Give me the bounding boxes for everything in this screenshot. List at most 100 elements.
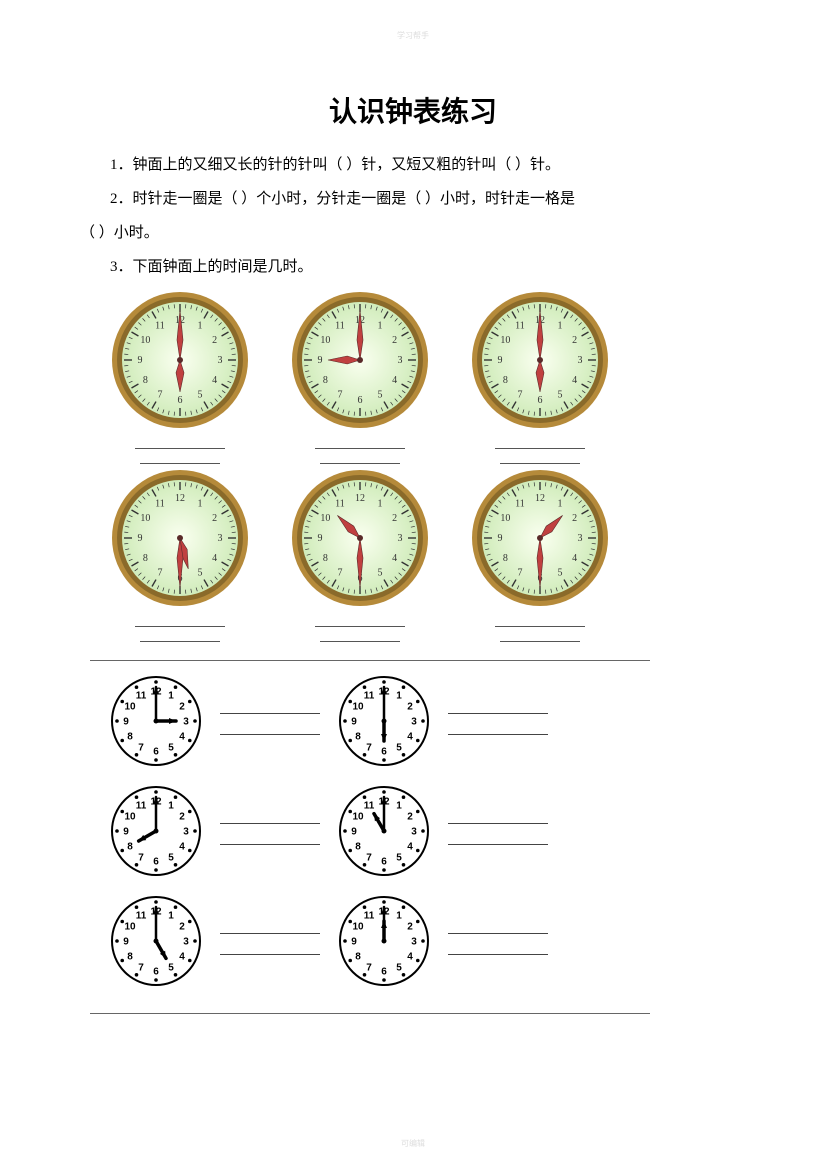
svg-text:6: 6 <box>381 967 387 978</box>
color-clock-row-2: 1212345678910111212345678910111212345678… <box>110 468 746 642</box>
clock-face-icon: 121234567891011 <box>110 675 202 767</box>
svg-text:10: 10 <box>124 812 136 823</box>
svg-text:1: 1 <box>168 691 174 702</box>
answer-blank <box>220 927 320 934</box>
answer-blank <box>448 948 548 955</box>
clock-cell: 121234567891011 <box>470 290 610 464</box>
svg-text:6: 6 <box>538 395 543 406</box>
clock-cell: 121234567891011 <box>290 468 430 642</box>
svg-text:9: 9 <box>498 533 503 544</box>
question-2-line1: 2．时针走一圈是（ ）个小时，分针走一圈是（ ）小时，时针走一格是 <box>80 184 746 214</box>
answer-blank <box>495 616 585 627</box>
svg-text:4: 4 <box>407 842 413 853</box>
answer-blank <box>315 438 405 449</box>
svg-text:3: 3 <box>398 355 403 366</box>
svg-text:11: 11 <box>136 911 147 922</box>
answer-blank <box>140 633 220 642</box>
answer-blank <box>220 948 320 955</box>
svg-text:9: 9 <box>498 355 503 366</box>
svg-text:3: 3 <box>578 533 583 544</box>
svg-text:2: 2 <box>572 513 577 524</box>
svg-text:12: 12 <box>175 493 185 504</box>
svg-text:7: 7 <box>366 852 372 863</box>
svg-text:12: 12 <box>535 493 545 504</box>
svg-text:4: 4 <box>179 842 185 853</box>
answer-lines <box>220 817 320 845</box>
svg-text:2: 2 <box>407 702 413 713</box>
clock-face-icon: 121234567891011 <box>110 785 202 877</box>
svg-text:11: 11 <box>335 320 345 331</box>
svg-text:4: 4 <box>392 375 397 386</box>
svg-text:2: 2 <box>572 335 577 346</box>
svg-text:10: 10 <box>352 812 364 823</box>
svg-text:3: 3 <box>218 533 223 544</box>
answer-blank <box>500 633 580 642</box>
svg-text:11: 11 <box>136 801 147 812</box>
svg-text:11: 11 <box>364 911 375 922</box>
svg-text:4: 4 <box>212 553 217 564</box>
svg-text:11: 11 <box>155 498 165 509</box>
svg-text:1: 1 <box>198 498 203 509</box>
svg-text:3: 3 <box>411 827 417 838</box>
watermark-bottom: 可编辑 <box>401 1138 425 1149</box>
svg-text:10: 10 <box>320 513 330 524</box>
svg-text:7: 7 <box>366 962 372 973</box>
svg-text:5: 5 <box>396 742 402 753</box>
clock-face-icon: 121234567891011 <box>470 290 610 430</box>
page-title: 认识钟表练习 <box>80 90 746 130</box>
bw-clock-row: 121234567891011121234567891011 <box>110 895 650 987</box>
question-3: 3．下面钟面上的时间是几时。 <box>80 252 746 282</box>
answer-blank <box>500 455 580 464</box>
svg-text:6: 6 <box>381 857 387 868</box>
svg-text:10: 10 <box>500 513 510 524</box>
answer-blank <box>135 438 225 449</box>
clock-face-icon: 121234567891011 <box>290 468 430 608</box>
answer-blank <box>220 728 320 735</box>
svg-text:9: 9 <box>138 533 143 544</box>
svg-text:8: 8 <box>503 553 508 564</box>
svg-text:3: 3 <box>183 937 189 948</box>
svg-text:9: 9 <box>318 533 323 544</box>
svg-text:5: 5 <box>378 390 383 401</box>
svg-text:11: 11 <box>136 691 147 702</box>
svg-text:11: 11 <box>364 691 375 702</box>
svg-text:9: 9 <box>123 937 129 948</box>
worksheet-page: 学习帮手 认识钟表练习 1．钟面上的又细又长的针的针叫（ ）针，又短又粗的针叫（… <box>0 0 826 1169</box>
svg-text:3: 3 <box>398 533 403 544</box>
svg-text:1: 1 <box>198 320 203 331</box>
svg-text:4: 4 <box>407 732 413 743</box>
svg-text:5: 5 <box>198 390 203 401</box>
svg-text:3: 3 <box>578 355 583 366</box>
clock-cell: 121234567891011 <box>470 468 610 642</box>
svg-text:9: 9 <box>351 937 357 948</box>
svg-text:4: 4 <box>392 553 397 564</box>
answer-blank <box>315 616 405 627</box>
svg-text:4: 4 <box>212 375 217 386</box>
svg-text:2: 2 <box>212 335 217 346</box>
svg-text:8: 8 <box>355 842 361 853</box>
watermark-top: 学习帮手 <box>397 30 429 41</box>
answer-lines <box>448 817 548 845</box>
svg-text:9: 9 <box>123 717 129 728</box>
svg-text:11: 11 <box>515 320 525 331</box>
svg-text:1: 1 <box>378 498 383 509</box>
svg-text:6: 6 <box>178 395 183 406</box>
svg-text:9: 9 <box>318 355 323 366</box>
color-clock-row-1: 1212345678910111212345678910111212345678… <box>110 290 746 464</box>
clock-face-icon: 121234567891011 <box>338 785 430 877</box>
answer-lines <box>220 927 320 955</box>
answer-lines <box>448 707 548 735</box>
answer-lines <box>220 707 320 735</box>
svg-text:5: 5 <box>396 852 402 863</box>
svg-text:7: 7 <box>138 852 144 863</box>
svg-text:4: 4 <box>407 952 413 963</box>
answer-blank <box>220 817 320 824</box>
svg-text:7: 7 <box>518 390 523 401</box>
answer-blank <box>448 838 548 845</box>
svg-text:5: 5 <box>558 390 563 401</box>
svg-text:5: 5 <box>198 568 203 579</box>
svg-text:4: 4 <box>572 553 577 564</box>
svg-text:9: 9 <box>351 827 357 838</box>
clock-face-icon: 121234567891011 <box>338 895 430 987</box>
clock-face-icon: 121234567891011 <box>290 290 430 430</box>
